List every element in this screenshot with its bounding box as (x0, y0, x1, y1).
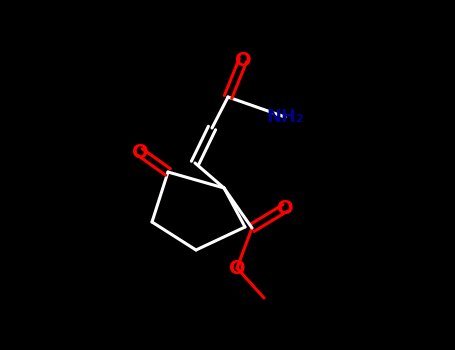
Text: O: O (277, 198, 293, 217)
Text: O: O (229, 259, 245, 278)
Text: NH₂: NH₂ (266, 108, 304, 126)
Text: O: O (131, 142, 148, 161)
Text: O: O (235, 50, 251, 70)
